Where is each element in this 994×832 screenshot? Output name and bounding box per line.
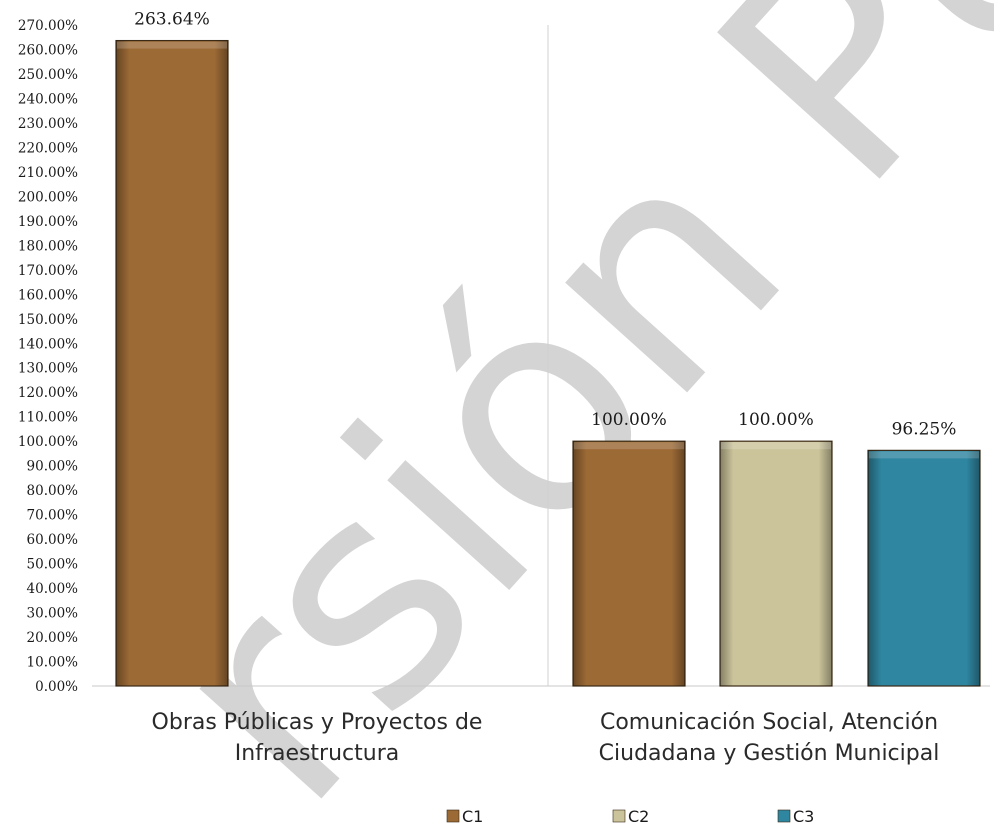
y-tick-label: 210.00% bbox=[18, 165, 78, 181]
axes: 0.00% 10.00% 20.00% 30.00% 40.00% 50.00% 60.00… bbox=[18, 18, 990, 695]
y-tick-label: 160.00% bbox=[18, 287, 78, 303]
y-tick-label: 170.00% bbox=[18, 263, 78, 279]
bar-c1 bbox=[115, 39, 229, 687]
category-label: Comunicación Social, Atención bbox=[600, 710, 938, 735]
y-tick-label: 20.00% bbox=[27, 630, 79, 646]
y-tick-label: 130.00% bbox=[18, 361, 78, 377]
y-tick-label: 270.00% bbox=[18, 18, 78, 34]
data-label: 100.00% bbox=[591, 410, 667, 430]
legend-swatch bbox=[612, 809, 626, 823]
bar-top-bevel bbox=[869, 451, 979, 459]
bars bbox=[115, 39, 981, 687]
category-label: Ciudadana y Gestión Municipal bbox=[599, 741, 940, 766]
legend-item-c1: C1 bbox=[446, 807, 483, 826]
bar-top-bevel bbox=[117, 41, 227, 49]
y-tick-label: 260.00% bbox=[18, 42, 78, 58]
labels: 263.64% Obras Públicas y Proyectos de Infr… bbox=[134, 10, 956, 766]
category-label: Obras Públicas y Proyectos de bbox=[152, 710, 483, 735]
watermark-text: rsión Públic bbox=[97, 0, 994, 827]
legend-swatch bbox=[777, 809, 791, 823]
bar-top-bevel bbox=[574, 442, 684, 450]
y-tick-label: 90.00% bbox=[27, 459, 79, 475]
y-tick-label: 110.00% bbox=[18, 410, 78, 426]
y-tick-label: 230.00% bbox=[18, 116, 78, 132]
bar-c3 bbox=[867, 449, 981, 687]
category-label: Infraestructura bbox=[235, 741, 400, 766]
legend-swatch bbox=[446, 809, 460, 823]
watermark: rsión Públic bbox=[97, 0, 994, 832]
y-tick-label: 200.00% bbox=[18, 189, 78, 205]
data-label: 96.25% bbox=[892, 419, 957, 439]
bar-shade bbox=[116, 40, 228, 687]
bar-top-bevel bbox=[721, 442, 831, 450]
y-tick-label: 180.00% bbox=[18, 238, 78, 254]
y-tick-label: 30.00% bbox=[27, 606, 79, 622]
data-label: 263.64% bbox=[134, 10, 210, 30]
y-tick-label: 250.00% bbox=[18, 67, 78, 83]
y-tick-label: 0.00% bbox=[35, 679, 78, 695]
legend-item-c2: C2 bbox=[612, 807, 649, 826]
bar-shade bbox=[573, 441, 685, 686]
y-tick-label: 240.00% bbox=[18, 91, 78, 107]
legend-label: C1 bbox=[462, 807, 483, 826]
y-tick-label: 10.00% bbox=[27, 655, 79, 671]
y-tick-label: 190.00% bbox=[18, 214, 78, 230]
y-tick-label: 140.00% bbox=[18, 336, 78, 352]
y-tick-label: 220.00% bbox=[18, 140, 78, 156]
legend-label: C3 bbox=[793, 807, 814, 826]
y-tick-label: 120.00% bbox=[18, 385, 78, 401]
legend-item-c3: C3 bbox=[777, 807, 814, 826]
bar-c2 bbox=[719, 440, 833, 687]
bar-c1 bbox=[572, 440, 686, 687]
y-tick-label: 100.00% bbox=[18, 434, 78, 450]
y-tick-label: 150.00% bbox=[18, 312, 78, 328]
bar-shade bbox=[868, 450, 980, 686]
y-tick-label: 40.00% bbox=[27, 581, 79, 597]
bar-shade bbox=[720, 441, 832, 686]
data-label: 100.00% bbox=[738, 410, 814, 430]
y-tick-label: 50.00% bbox=[27, 557, 79, 573]
y-tick-label: 60.00% bbox=[27, 532, 79, 548]
y-tick-label: 70.00% bbox=[27, 508, 79, 524]
y-tick-label: 80.00% bbox=[27, 483, 79, 499]
legend-label: C2 bbox=[628, 807, 649, 826]
legend: C1 C2 C3 bbox=[446, 807, 814, 826]
